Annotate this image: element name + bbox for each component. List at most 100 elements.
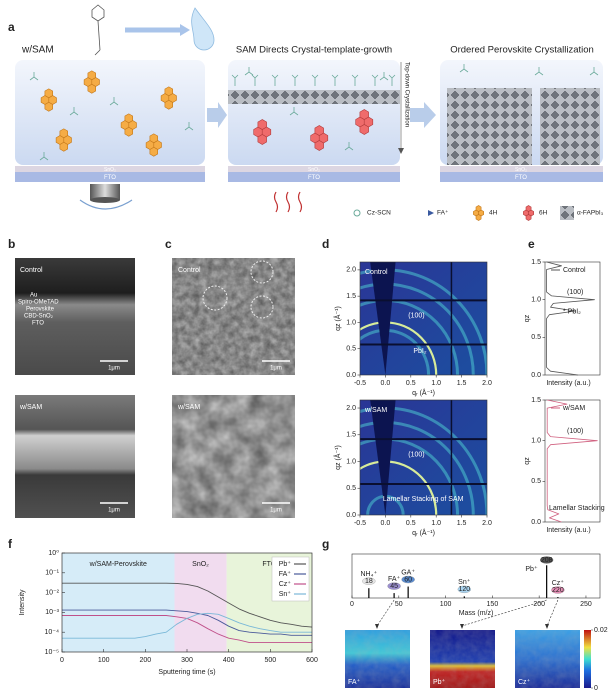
image-label: w/SAM xyxy=(364,407,387,414)
colorbar xyxy=(584,630,591,688)
y-axis-label: qz xyxy=(524,457,531,465)
crystal-unit xyxy=(124,113,133,124)
image-label: Control xyxy=(365,269,388,276)
layer-label: Au xyxy=(30,293,37,299)
molecule xyxy=(109,97,119,106)
legend-label: α-FAPbI₃ xyxy=(577,210,604,217)
region xyxy=(174,553,227,652)
y-tick-label: 10⁻¹ xyxy=(45,570,59,577)
crystal-unit xyxy=(314,140,324,151)
x-tick-label: 200 xyxy=(533,601,545,608)
y-tick-label: 10⁻⁵ xyxy=(45,649,59,656)
colorbar-label: 0 xyxy=(594,685,598,692)
y-tick-label: 0.5 xyxy=(346,485,356,492)
x-axis-label: Sputtering time (s) xyxy=(158,669,215,676)
x-tick-label: 0.0 xyxy=(381,520,391,527)
x-tick-label: 2.0 xyxy=(482,520,492,527)
scale-label: 1μm xyxy=(270,366,282,372)
panel-label: a xyxy=(8,20,15,34)
sem-image xyxy=(15,395,135,518)
crystal-unit xyxy=(525,214,532,221)
x-tick-label: 0.5 xyxy=(406,520,416,527)
crystal-unit xyxy=(359,124,369,135)
data-line xyxy=(62,609,312,636)
sam-molecule xyxy=(311,74,319,86)
step-title: Ordered Perovskite Crystallization xyxy=(450,45,594,56)
mass-label: 18 xyxy=(365,578,373,585)
x-tick-label: 1.5 xyxy=(457,380,467,387)
molecule xyxy=(69,107,79,116)
x-axis-label: Intensity (a.u.) xyxy=(546,380,590,387)
panel-label: f xyxy=(8,537,13,551)
map-texture xyxy=(345,630,410,688)
crystal-unit xyxy=(164,99,173,110)
molecule xyxy=(289,107,299,116)
x-tick-label: -0.5 xyxy=(354,520,366,527)
molecule xyxy=(459,64,469,73)
mass-label: 220 xyxy=(552,587,564,594)
plot-frame xyxy=(544,261,601,376)
solution-box xyxy=(228,60,400,165)
x-tick-label: 250 xyxy=(580,601,592,608)
sam-molecule xyxy=(231,74,239,86)
sem-texture xyxy=(172,395,295,518)
spin-coater xyxy=(90,197,120,203)
crystal-unit xyxy=(87,70,96,81)
legend-label: FA⁺ xyxy=(279,570,292,578)
legend-label: Pb⁺ xyxy=(279,560,292,568)
mass-bubble xyxy=(540,556,554,564)
link-arrow xyxy=(461,599,547,627)
map-label: Pb⁺ xyxy=(433,678,446,686)
y-tick-label: 0.5 xyxy=(531,334,541,341)
peak-label: Cz⁺ xyxy=(552,579,565,587)
x-tick-label: 600 xyxy=(306,657,318,664)
link-arrowhead xyxy=(375,624,379,629)
molecule xyxy=(589,67,599,76)
y-tick-label: 1.0 xyxy=(531,297,541,304)
legend-label: Cz⁺ xyxy=(279,580,292,588)
panel-label: c xyxy=(165,237,172,251)
panel-label: b xyxy=(8,237,15,251)
x-tick-label: 2.0 xyxy=(482,380,492,387)
image-label: w/SAM xyxy=(177,404,200,411)
y-tick-label: 0.0 xyxy=(346,512,356,519)
mass-label: 208 xyxy=(541,557,553,564)
map-texture xyxy=(430,630,495,688)
spin-coater xyxy=(90,184,120,200)
direction-arrow xyxy=(398,148,404,154)
x-tick-label: 1.0 xyxy=(431,380,441,387)
y-tick-label: 0.5 xyxy=(346,346,356,353)
sam-molecule xyxy=(291,74,299,86)
y-tick-label: 1.5 xyxy=(531,259,541,266)
scale-label: 1μm xyxy=(108,508,120,514)
legend-label: Cz-SCN xyxy=(367,210,391,217)
sno2-layer xyxy=(228,166,400,172)
layer-label: FTO xyxy=(32,321,44,327)
sam-molecule xyxy=(388,74,396,86)
mass-label: 45 xyxy=(390,583,398,590)
annotation: * PbI₂ xyxy=(563,309,581,316)
y-tick-label: 1.5 xyxy=(531,397,541,404)
template-lattice xyxy=(228,90,400,104)
molecule xyxy=(344,142,354,151)
perovskite-lattice xyxy=(447,88,532,165)
data-line xyxy=(62,612,312,639)
mass-bubble xyxy=(457,585,471,594)
peak-label: NH₄⁺ xyxy=(361,570,378,578)
plot-frame xyxy=(351,553,601,599)
sam-molecule xyxy=(331,74,339,86)
rotation-arrow xyxy=(79,199,133,210)
sam-molecule xyxy=(371,74,379,86)
process-arrow xyxy=(410,102,436,128)
x-tick-label: 400 xyxy=(223,657,235,664)
panel-g-maps xyxy=(345,630,591,688)
molecule xyxy=(184,122,194,131)
x-tick-label: 150 xyxy=(487,601,499,608)
crystal-unit xyxy=(124,126,133,137)
x-tick-label: 1.5 xyxy=(457,520,467,527)
layer-label: SnO₂ xyxy=(308,167,320,173)
data-line xyxy=(546,399,598,523)
x-tick-label: 100 xyxy=(440,601,452,608)
panel-a: SnO₂ FTO SnO₂ FTO SnO₂ FTO Top-down Crys… xyxy=(15,4,604,220)
